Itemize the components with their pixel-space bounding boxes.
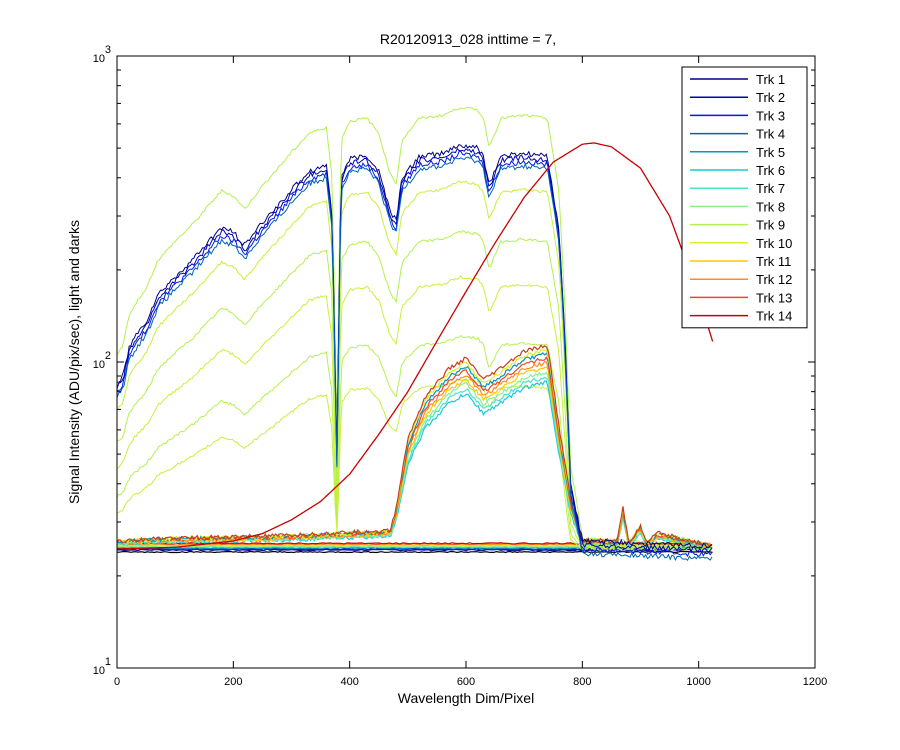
x-tick-label: 1200 xyxy=(803,676,827,688)
legend-label: Trk 2 xyxy=(756,90,785,105)
light-curve-5 xyxy=(117,334,713,551)
light-curve-6 xyxy=(117,379,713,552)
legend-label: Trk 8 xyxy=(756,199,785,214)
bright-track-1 xyxy=(117,143,713,549)
y-axis-title: Signal Intensity (ADU/pix/sec), light an… xyxy=(66,220,82,504)
y-tick-exponent: 1 xyxy=(105,656,111,668)
chart-title: R20120913_028 inttime = 7, xyxy=(380,31,556,47)
legend: Trk 1 Trk 2 Trk 3 Trk 4 Trk 5 Trk 6 Trk 7 Trk 8… xyxy=(681,66,808,329)
x-tick-label: 800 xyxy=(573,676,591,688)
y-tick-label: 10 xyxy=(93,665,105,677)
x-axis: 0 200 400 600 800 1000 1200 xyxy=(114,56,827,688)
y-tick-exponent: 2 xyxy=(105,350,111,362)
mid-curve-9 xyxy=(117,344,713,547)
x-tick-label: 400 xyxy=(340,676,358,688)
legend-label: Trk 11 xyxy=(756,254,791,269)
x-tick-label: 1000 xyxy=(686,676,710,688)
legend-box xyxy=(681,66,808,329)
x-tick-label: 200 xyxy=(224,676,242,688)
x-tick-label: 600 xyxy=(457,676,475,688)
trk-14-line xyxy=(117,142,714,550)
legend-label: Trk 10 xyxy=(756,236,792,251)
legend-label: Trk 6 xyxy=(756,163,785,178)
y-tick-label: 10 xyxy=(93,359,105,371)
y-tick-exponent: 3 xyxy=(105,44,111,56)
legend-label: Trk 14 xyxy=(756,309,792,324)
dark-black-line xyxy=(117,550,713,554)
series-layer xyxy=(117,106,714,561)
legend-label: Trk 13 xyxy=(756,290,792,305)
legend-label: Trk 3 xyxy=(756,108,785,123)
legend-label: Trk 7 xyxy=(756,181,785,196)
legend-label: Trk 1 xyxy=(756,72,785,87)
mid-curve-7 xyxy=(117,352,713,549)
legend-label: Trk 5 xyxy=(756,145,785,160)
legend-label: Trk 4 xyxy=(756,127,785,142)
bright-track-3 xyxy=(117,150,713,558)
x-axis-title: Wavelength Dim/Pixel xyxy=(398,690,534,706)
legend-label: Trk 9 xyxy=(756,218,785,233)
bright-track-2 xyxy=(117,147,713,554)
y-tick-label: 10 xyxy=(93,53,105,65)
bright-track-4 xyxy=(117,156,713,561)
light-curve-4 xyxy=(117,275,712,550)
legend-label: Trk 12 xyxy=(756,272,792,287)
x-tick-label: 0 xyxy=(114,676,120,688)
